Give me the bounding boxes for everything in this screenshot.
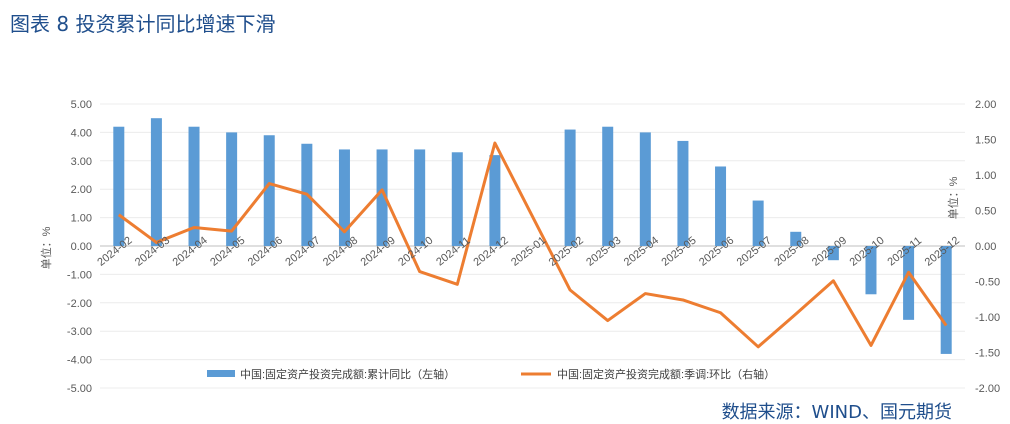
bar xyxy=(263,135,275,246)
left-tick-label: 0.00 xyxy=(71,241,92,253)
bar xyxy=(226,132,238,246)
line-series-path xyxy=(117,141,948,349)
right-tick-label: -0.50 xyxy=(975,277,1000,289)
bar xyxy=(414,149,426,246)
left-tick-label: 2.00 xyxy=(71,184,92,196)
right-tick-label: 0.50 xyxy=(975,206,996,218)
bar xyxy=(752,200,764,246)
right-tick-label: 2.00 xyxy=(975,99,996,111)
data-source: 数据来源：WIND、国元期货 xyxy=(721,402,952,423)
left-tick-label: 5.00 xyxy=(71,99,92,111)
bar xyxy=(790,231,802,246)
left-tick-label: 3.00 xyxy=(71,156,92,168)
category-label: 2025-09 xyxy=(810,234,849,268)
line-series xyxy=(117,141,948,349)
bar xyxy=(376,149,388,246)
left-axis-label: 单位：% xyxy=(39,226,53,269)
bar xyxy=(188,126,200,246)
bar xyxy=(489,155,501,246)
legend-line-label: 中国:固定资产投资完成额:季调:环比（右轴） xyxy=(557,367,775,381)
bar-series xyxy=(113,118,952,354)
left-axis-ticks: 5.00 4.00 3.00 2.00 1.00 0.00 -1.00 -2.00 -3.00 -… xyxy=(67,99,92,395)
left-tick-label: 4.00 xyxy=(71,127,92,139)
right-tick-label: 0.00 xyxy=(975,241,996,253)
legend: 中国:固定资产投资完成额:累计同比（左轴） 中国:固定资产投资完成额:季调:环比… xyxy=(207,367,775,381)
right-tick-label: -1.50 xyxy=(975,348,1000,360)
bar xyxy=(827,246,839,261)
bar xyxy=(639,132,651,246)
right-tick-label: -1.00 xyxy=(975,312,1000,324)
bar xyxy=(677,140,689,246)
left-tick-label: -5.00 xyxy=(67,383,92,395)
legend-bar-swatch xyxy=(207,370,235,377)
bar xyxy=(113,126,125,246)
bar xyxy=(715,166,727,246)
bar xyxy=(564,129,576,246)
bar xyxy=(150,118,162,246)
bar xyxy=(940,246,952,354)
grid-lines xyxy=(100,103,965,389)
bar xyxy=(338,149,350,246)
left-tick-label: -3.00 xyxy=(67,326,92,338)
left-tick-label: 1.00 xyxy=(71,213,92,225)
left-tick-label: -2.00 xyxy=(67,298,92,310)
right-tick-label: -2.00 xyxy=(975,383,1000,395)
legend-bar-label: 中国:固定资产投资完成额:累计同比（左轴） xyxy=(240,367,455,381)
category-labels: 2024-022024-032024-042024-052024-062024-… xyxy=(95,234,962,268)
category-label: 2025-01 xyxy=(509,234,548,268)
bar xyxy=(903,246,915,320)
left-tick-label: -1.00 xyxy=(67,269,92,281)
right-axis-label: 单位：% xyxy=(946,176,960,219)
chart-title: 图表 8 投资累计同比增速下滑 xyxy=(10,12,276,36)
right-axis-ticks: 2.00 1.50 1.00 0.50 0.00 -0.50 -1.00 -1.50 -2.00 xyxy=(975,99,1000,395)
right-tick-label: 1.50 xyxy=(975,135,996,147)
bar xyxy=(865,246,877,295)
right-tick-label: 1.00 xyxy=(975,170,996,182)
bar xyxy=(451,152,463,246)
bar xyxy=(602,126,614,246)
left-tick-label: -4.00 xyxy=(67,355,92,367)
